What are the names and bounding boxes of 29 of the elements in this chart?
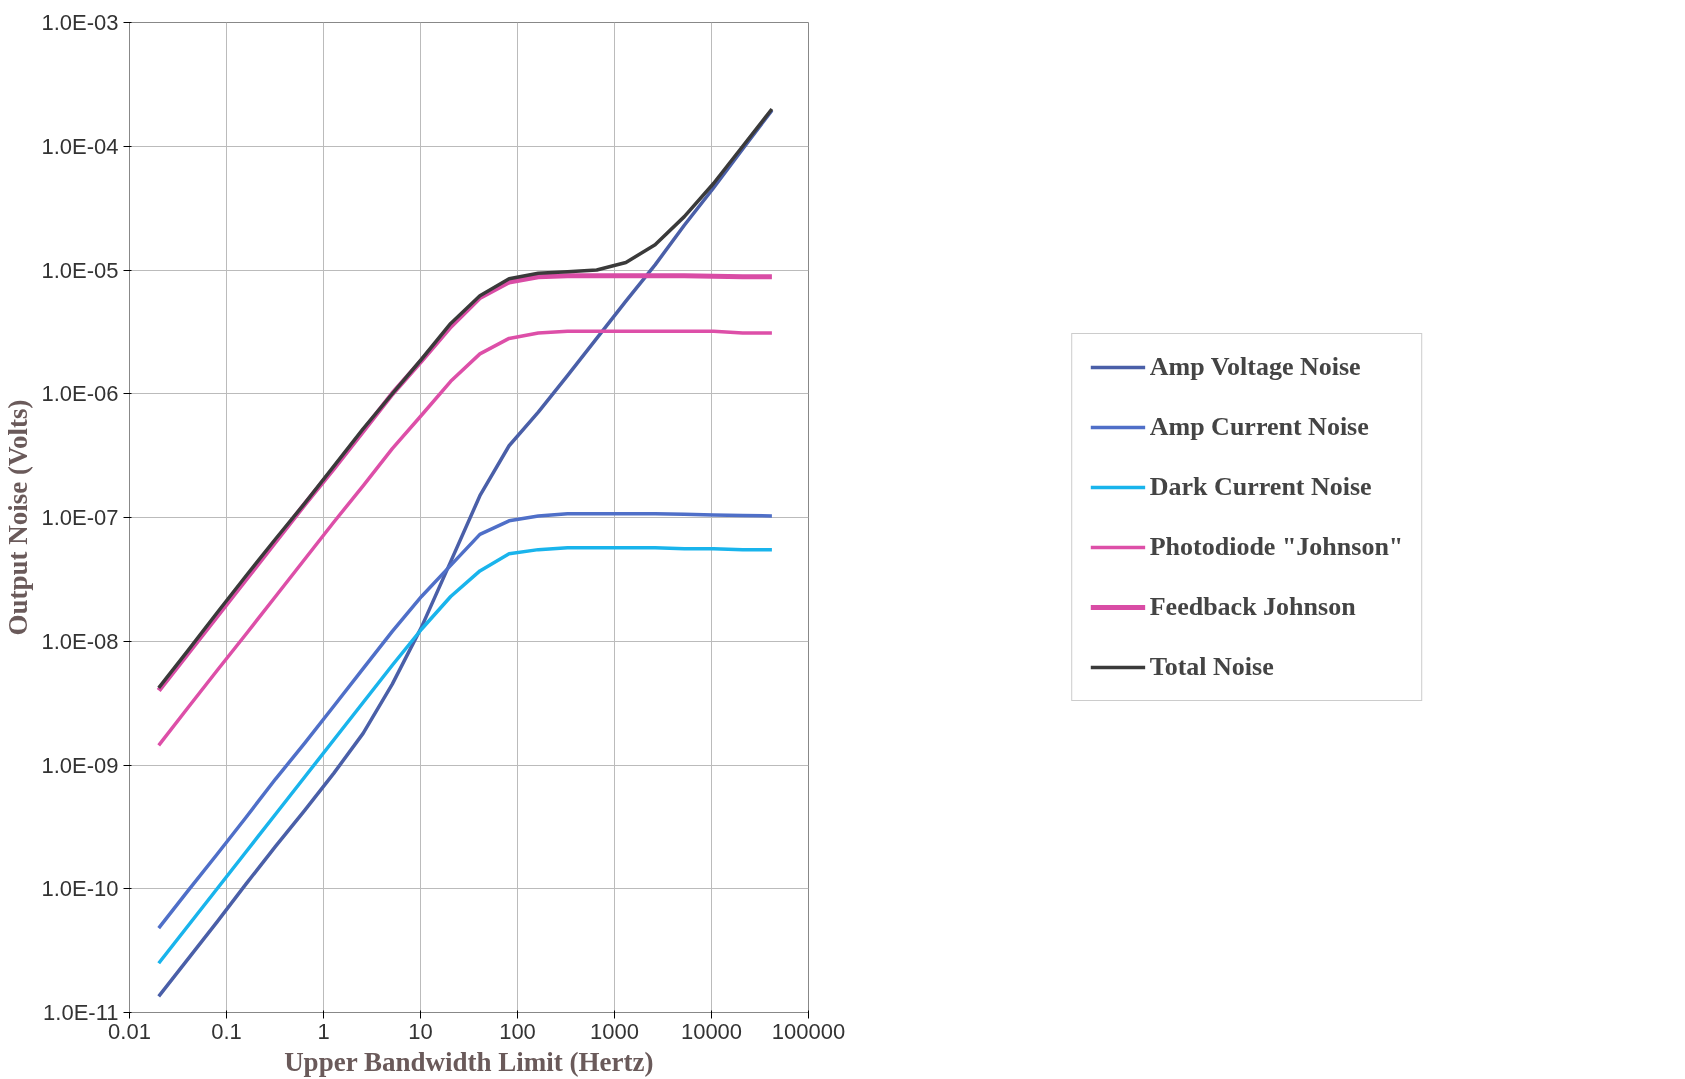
line-series (156, 545, 774, 965)
y-axis-title: Output Noise (Volts) (3, 399, 34, 636)
y-tick-label: 1.0E-04 (41, 133, 119, 159)
y-tick-label: 1.0E-09 (41, 752, 119, 778)
y-tick-label: 1.0E-11 (43, 1000, 119, 1025)
line-series (156, 329, 774, 748)
x-tick-label: 10000 (680, 1018, 743, 1044)
y-tick-label: 1.0E-06 (41, 381, 119, 407)
y-tick-label: 1.0E-03 (41, 10, 119, 35)
x-tick-label: 1000 (590, 1018, 639, 1044)
legend-label: Amp Voltage Noise (1149, 352, 1361, 382)
legend-label: Dark Current Noise (1149, 472, 1372, 502)
x-axis-title: Upper Bandwidth Limit (Hertz) (284, 1046, 654, 1077)
x-tick-label: 100000 (771, 1018, 846, 1044)
line-series (156, 108, 774, 999)
y-tick-label: 1.0E-10 (41, 876, 119, 902)
x-tick-label: 10 (408, 1018, 433, 1044)
x-tick-label: 1 (317, 1018, 330, 1044)
line-series (156, 107, 774, 690)
legend-label: Feedback Johnson (1149, 592, 1356, 622)
legend-label: Photodiode "Johnson" (1149, 532, 1404, 562)
line-series (156, 512, 774, 930)
legend-label: Total Noise (1149, 652, 1274, 682)
x-tick-label: 0.1 (211, 1018, 242, 1044)
y-tick-label: 1.0E-07 (41, 505, 119, 530)
y-tick-label: 1.0E-08 (41, 628, 119, 654)
x-tick-label: 100 (499, 1018, 536, 1044)
y-tick-label: 1.0E-05 (41, 257, 119, 283)
legend-label: Amp Current Noise (1149, 412, 1369, 442)
